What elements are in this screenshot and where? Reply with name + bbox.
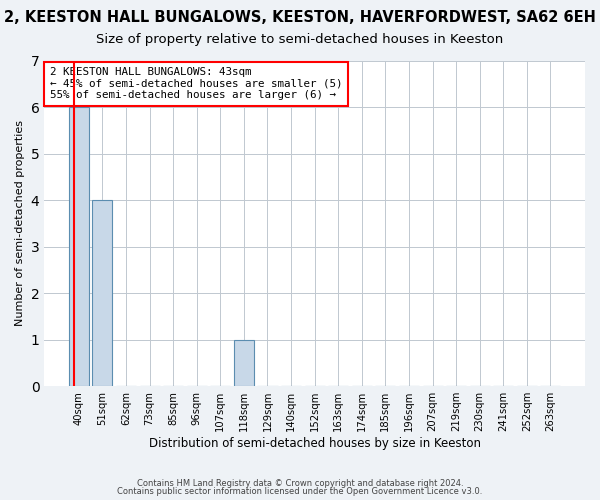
Text: 2 KEESTON HALL BUNGALOWS: 43sqm
← 45% of semi-detached houses are smaller (5)
55: 2 KEESTON HALL BUNGALOWS: 43sqm ← 45% of… [50,67,342,100]
Bar [92,200,112,386]
Bar [69,107,89,386]
Y-axis label: Number of semi-detached properties: Number of semi-detached properties [15,120,25,326]
X-axis label: Distribution of semi-detached houses by size in Keeston: Distribution of semi-detached houses by … [149,437,481,450]
Text: Contains HM Land Registry data © Crown copyright and database right 2024.: Contains HM Land Registry data © Crown c… [137,478,463,488]
Text: Size of property relative to semi-detached houses in Keeston: Size of property relative to semi-detach… [97,32,503,46]
Text: 2, KEESTON HALL BUNGALOWS, KEESTON, HAVERFORDWEST, SA62 6EH: 2, KEESTON HALL BUNGALOWS, KEESTON, HAVE… [4,10,596,25]
Bar [234,340,254,386]
Text: Contains public sector information licensed under the Open Government Licence v3: Contains public sector information licen… [118,487,482,496]
